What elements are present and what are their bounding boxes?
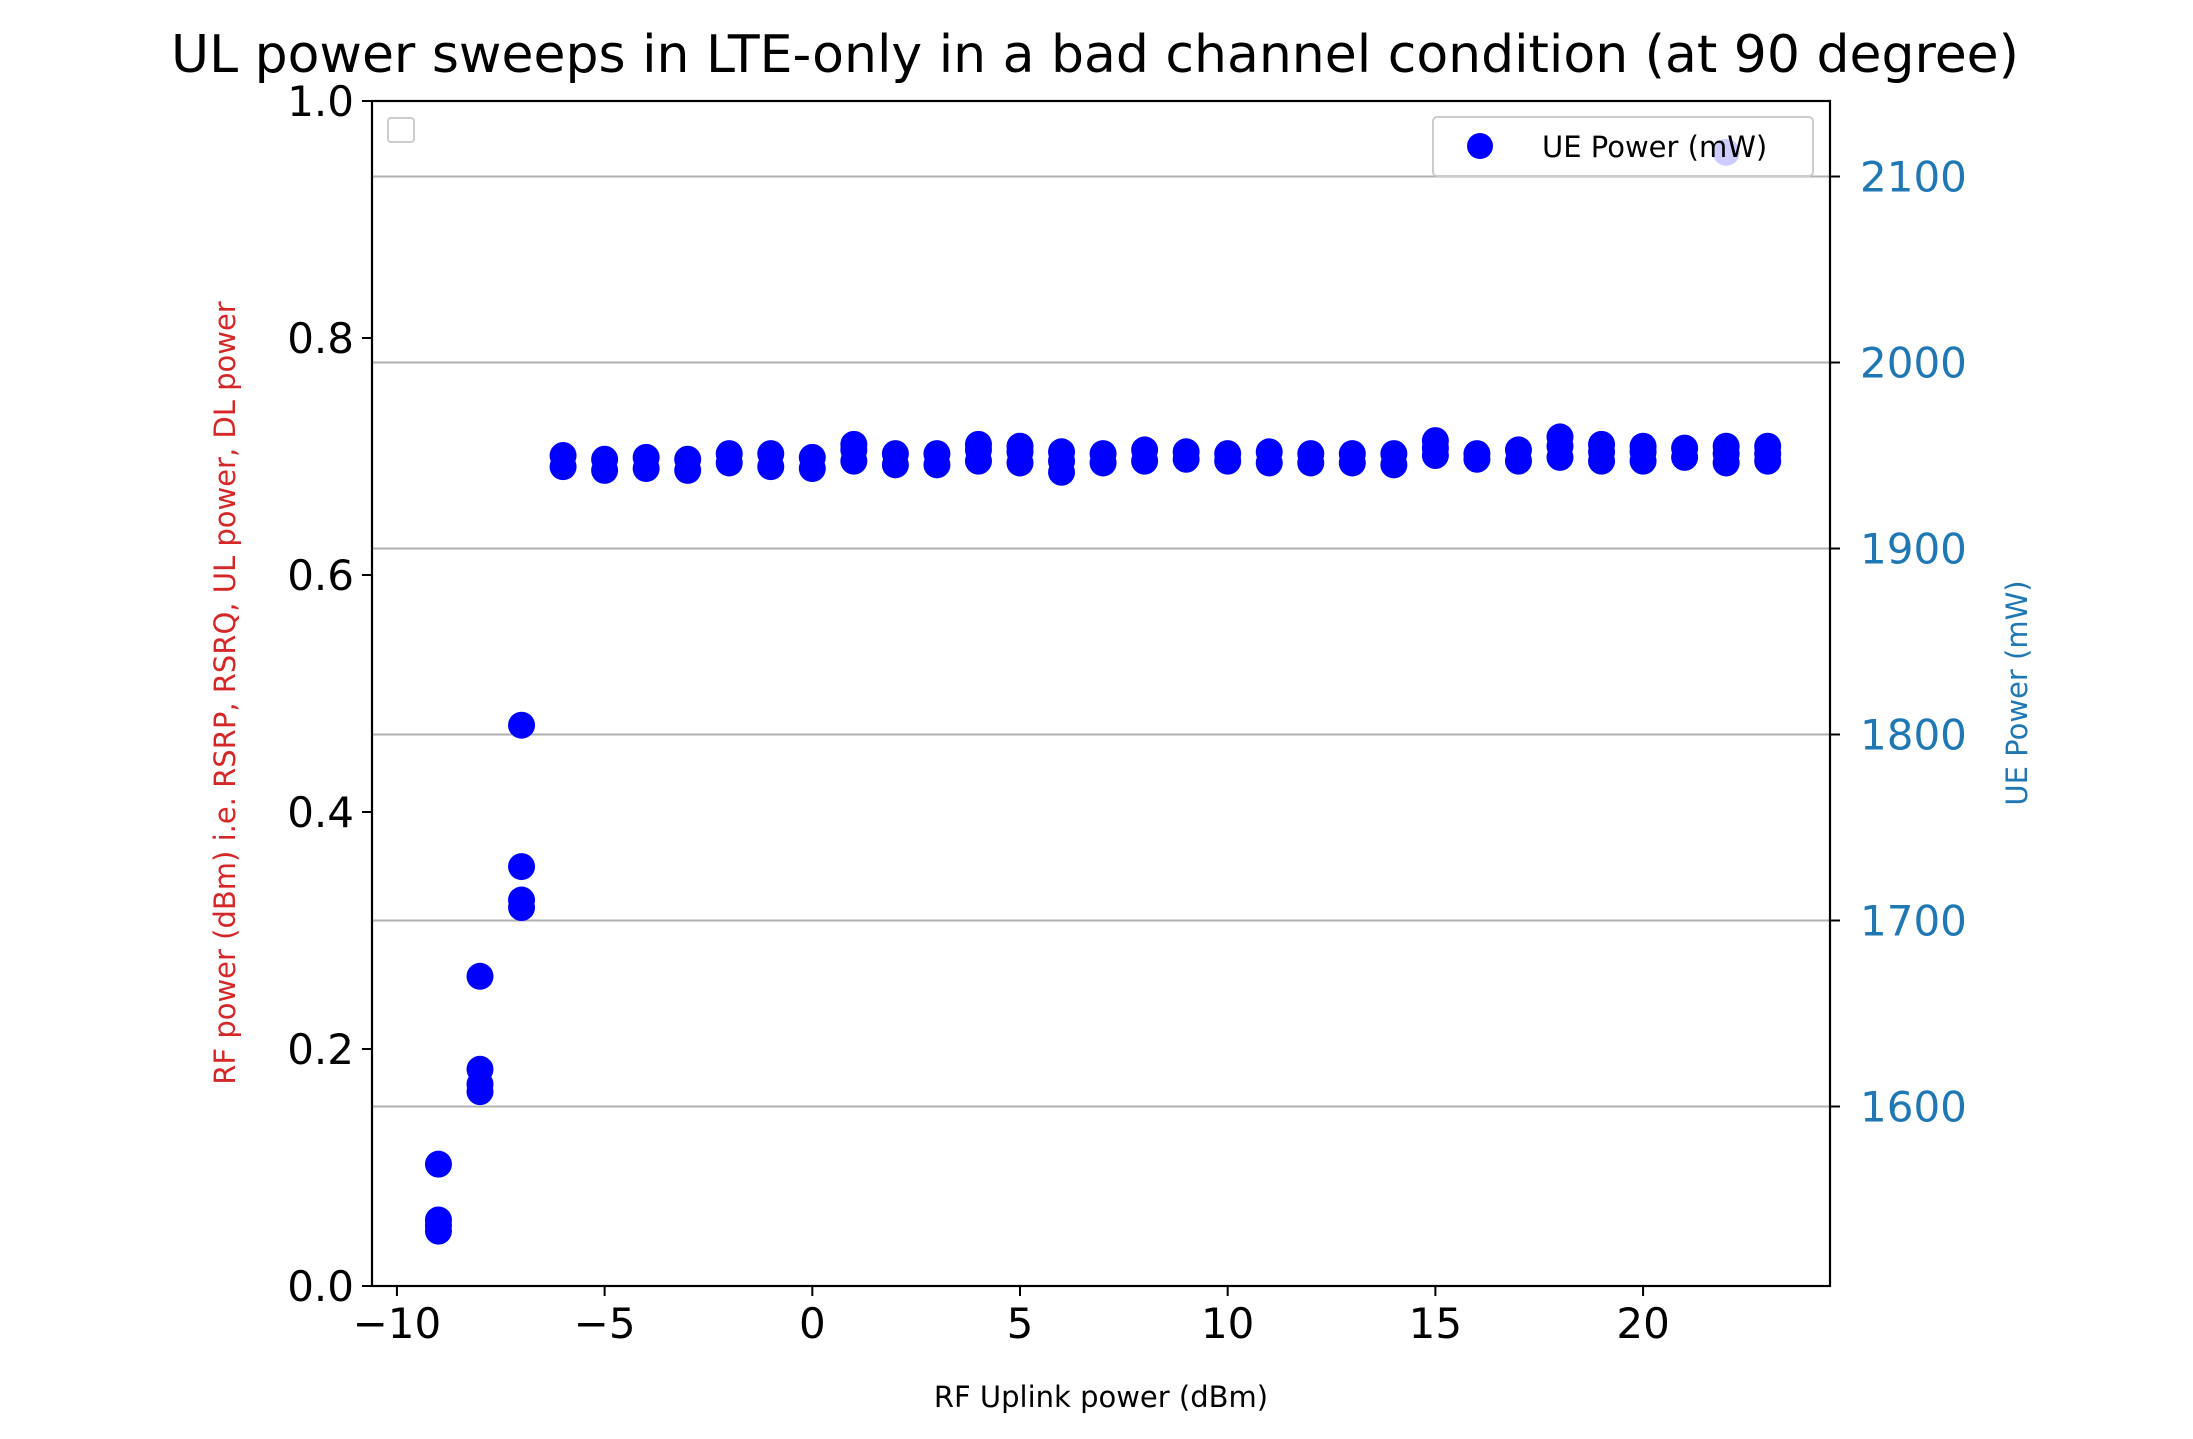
y-right-tick-label: 1600 — [1860, 1083, 1967, 1132]
x-tick-label: 10 — [1201, 1299, 1254, 1348]
x-axis-label: RF Uplink power (dBm) — [934, 1380, 1268, 1414]
legend-left — [387, 117, 415, 143]
x-tick-label: 20 — [1616, 1299, 1669, 1348]
data-point — [1214, 440, 1242, 468]
data-point — [1089, 440, 1117, 468]
y-axis-right-label: UE Power (mW) — [2000, 580, 2034, 805]
data-point — [591, 445, 619, 473]
x-tick-label: −10 — [353, 1299, 442, 1348]
y-left-tick-label: 0.6 — [287, 551, 354, 600]
data-point — [632, 443, 660, 471]
data-point — [1338, 440, 1366, 468]
data-point — [424, 1206, 452, 1234]
data-point — [1671, 434, 1699, 462]
plot-frame — [370, 99, 1832, 1288]
legend-label-ue-power: UE Power (mW) — [1542, 130, 1767, 164]
data-point — [923, 440, 951, 468]
data-point — [1629, 432, 1657, 460]
data-point — [466, 962, 494, 990]
data-point — [1172, 438, 1200, 466]
x-tick-label: −5 — [574, 1299, 636, 1348]
y-left-tick-label: 0.2 — [287, 1025, 354, 1074]
data-point — [1546, 423, 1574, 451]
y-axis-left-label: RF power (dBm) i.e. RSRP, RSRQ, UL power… — [208, 301, 242, 1085]
data-point — [549, 442, 577, 470]
data-point — [1006, 432, 1034, 460]
y-axis-right: 1600 1700 1800 1900 2000 2100 — [1830, 153, 1967, 1132]
y-left-tick-label: 1.0 — [287, 77, 354, 126]
data-point — [840, 430, 868, 458]
y-right-tick-label: 1800 — [1860, 711, 1967, 760]
data-point — [1712, 432, 1740, 460]
x-tick-label: 0 — [799, 1299, 826, 1348]
data-point — [798, 443, 826, 471]
y-right-tick-label: 1900 — [1860, 525, 1967, 574]
legend-left-box — [387, 117, 415, 143]
data-point — [1504, 436, 1532, 464]
y-axis-left: 0.0 0.2 0.4 0.6 0.8 1.0 — [287, 77, 372, 1311]
data-point — [1048, 438, 1076, 466]
data-point — [1297, 440, 1325, 468]
data-point — [508, 886, 536, 914]
data-point — [1463, 440, 1491, 468]
x-tick-label: 15 — [1409, 1299, 1462, 1348]
y-right-tick-label: 1700 — [1860, 897, 1967, 946]
data-point — [881, 440, 909, 468]
x-axis: −10 −5 0 5 10 15 20 — [353, 1286, 1670, 1348]
data-point — [674, 445, 702, 473]
y-right-tick-label: 2000 — [1860, 339, 1967, 388]
data-point — [424, 1150, 452, 1178]
data-point — [1380, 440, 1408, 468]
chart-title: UL power sweeps in LTE-only in a bad cha… — [171, 25, 2019, 85]
data-point — [1421, 427, 1449, 455]
data-point — [757, 440, 785, 468]
data-point — [715, 440, 743, 468]
data-point — [1255, 438, 1283, 466]
y-right-tick-label: 2100 — [1860, 153, 1967, 202]
data-point — [508, 853, 536, 881]
legend-right-box — [1432, 116, 1814, 177]
legend-right: UE Power (mW) — [1432, 116, 1814, 177]
data-point — [964, 430, 992, 458]
data-point — [1131, 436, 1159, 464]
y-left-tick-label: 0.4 — [287, 788, 354, 837]
data-point — [1588, 430, 1616, 458]
y-left-tick-label: 0.0 — [287, 1262, 354, 1311]
legend-marker-ue-power — [1467, 133, 1493, 159]
data-point — [1754, 432, 1782, 460]
y-left-tick-label: 0.8 — [287, 314, 354, 363]
data-point — [466, 1055, 494, 1083]
x-tick-label: 5 — [1007, 1299, 1034, 1348]
data-point — [508, 711, 536, 739]
